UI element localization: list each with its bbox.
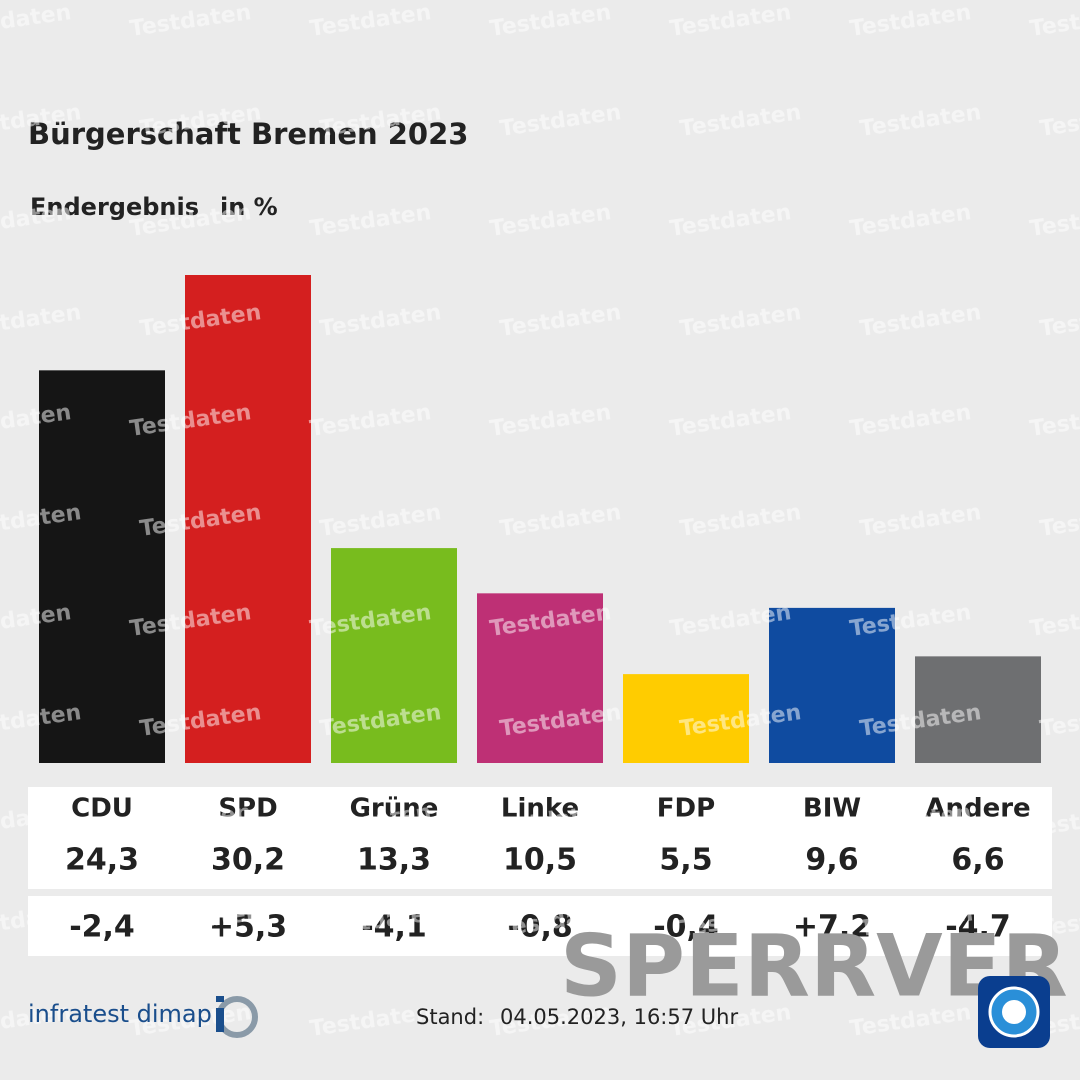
category-label: FDP	[657, 794, 715, 824]
table-row	[28, 896, 1052, 956]
unit: in %	[220, 193, 278, 221]
change-label: -4,1	[361, 910, 427, 945]
value-label: 6,6	[951, 843, 1004, 878]
category-label: Grüne	[350, 794, 439, 824]
bar	[331, 548, 457, 763]
value-label: 24,3	[65, 843, 139, 878]
category-label: Andere	[925, 794, 1030, 824]
value-label: 30,2	[211, 843, 285, 878]
value-label: 13,3	[357, 843, 431, 878]
subtitle: Endergebnis	[30, 193, 199, 221]
value-label: 9,6	[805, 843, 858, 878]
change-label: +7,2	[793, 910, 871, 945]
change-label: +5,3	[209, 910, 287, 945]
table-row	[28, 787, 1052, 889]
source-logo: infratest dimap	[28, 1000, 212, 1028]
bar	[915, 656, 1041, 763]
category-label: BIW	[803, 794, 861, 824]
change-label: -2,4	[69, 910, 135, 945]
bar	[623, 674, 749, 763]
change-label: -0,8	[507, 910, 573, 945]
stand-label: Stand:	[416, 1005, 484, 1029]
category-label: Linke	[501, 794, 579, 824]
chart-title: Bürgerschaft Bremen 2023	[28, 117, 468, 151]
broadcaster-logo	[978, 976, 1050, 1048]
change-label: -4,7	[945, 910, 1011, 945]
value-label: 5,5	[659, 843, 712, 878]
bar	[769, 607, 895, 763]
bars: CDU 24,3 -2,4 SPD 30,2 +5,3 Grüne 13,3 -4,1 Linke…	[39, 275, 1041, 945]
bar	[39, 370, 165, 763]
bar	[185, 275, 311, 763]
category-label: SPD	[218, 794, 277, 824]
category-label: CDU	[71, 794, 133, 824]
source-icon	[216, 996, 258, 1038]
value-label: 10,5	[503, 843, 577, 878]
bar	[477, 593, 603, 763]
change-label: -0,4	[653, 910, 719, 945]
stand: 04.05.2023, 16:57 Uhr	[500, 1005, 738, 1029]
